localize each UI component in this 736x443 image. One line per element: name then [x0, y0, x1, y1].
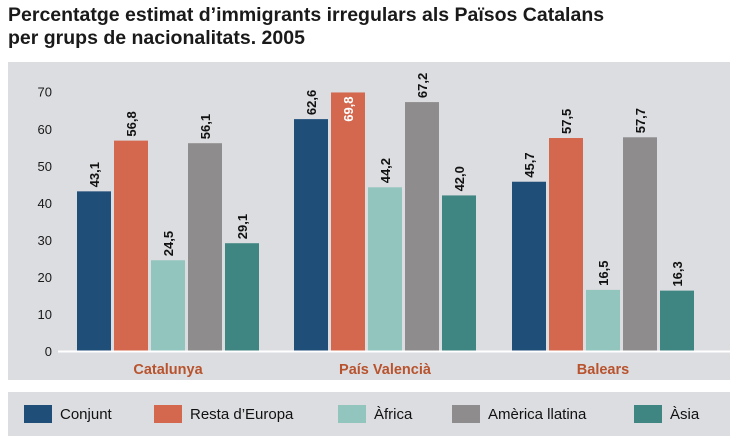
bar-value-label: 42,0: [452, 166, 467, 191]
bar-3-1: [405, 102, 439, 351]
legend-swatch: [154, 405, 182, 423]
chart-title-line-2: per grups de nacionalitats. 2005: [8, 27, 305, 49]
legend: Conjunt Resta d’Europa Àfrica Amèrica llati…: [8, 392, 730, 436]
bar-4-2: [660, 290, 694, 351]
legend-swatch: [452, 405, 480, 423]
chart-title: Percentatge estimat d’immigrants irregul…: [8, 4, 728, 50]
legend-item: Amèrica llatina: [452, 404, 586, 424]
bar-value-label: 44,2: [378, 158, 393, 183]
bar-value-label: 57,7: [633, 108, 648, 133]
legend-label: Resta d’Europa: [190, 405, 294, 423]
legend-item: Conjunt: [24, 404, 112, 424]
bar-value-label: 16,5: [596, 261, 611, 286]
legend-label: Àfrica: [374, 405, 413, 423]
legend-label: Conjunt: [60, 405, 112, 423]
bar-value-label: 24,5: [161, 231, 176, 256]
bar-4-0: [225, 243, 259, 351]
bar-1-0: [114, 140, 148, 351]
bar-0-0: [77, 191, 111, 351]
y-tick-label: 10: [38, 307, 52, 322]
plot-area: 0 10 20 30 40 50 60 70 43,1 62,6 45,7 56,8 69,8 57,5 2…: [8, 62, 730, 380]
y-tick-label: 30: [38, 233, 52, 248]
legend-swatch: [24, 405, 52, 423]
bar-3-2: [623, 137, 657, 351]
legend-item: Resta d’Europa: [154, 404, 293, 424]
bar-value-label: 16,3: [670, 261, 685, 286]
bar-3-0: [188, 143, 222, 351]
bar-1-1: [331, 92, 365, 351]
chart-title-line-1: Percentatge estimat d’immigrants irregul…: [8, 4, 605, 26]
category-label: Catalunya: [133, 362, 203, 378]
bar-1-2: [549, 138, 583, 351]
bar-chart: 0 10 20 30 40 50 60 70 43,1 62,6 45,7 56,8 69,8 57,5 2…: [38, 73, 730, 378]
bar-value-label: 29,1: [235, 214, 250, 239]
bar-0-2: [512, 181, 546, 351]
legend-swatch: [634, 405, 662, 423]
legend-label: Amèrica llatina: [488, 405, 587, 423]
y-tick-label: 20: [38, 270, 52, 285]
bar-2-2: [586, 289, 620, 351]
y-tick-label: 40: [38, 196, 52, 211]
legend-swatch: [338, 405, 366, 423]
bar-value-label: 56,1: [198, 114, 213, 139]
legend-item: Àsia: [634, 404, 699, 424]
bar-value-label: 57,5: [559, 109, 574, 134]
legend-label: Àsia: [670, 405, 700, 423]
legend-item: Àfrica: [338, 404, 412, 424]
bar-2-0: [151, 260, 185, 351]
category-label: Balears: [577, 362, 629, 378]
bar-value-label: 56,8: [124, 111, 139, 136]
bar-value-label: 45,7: [522, 152, 537, 177]
bar-4-1: [442, 195, 476, 351]
bar-0-1: [294, 119, 328, 351]
y-tick-label: 50: [38, 159, 52, 174]
bar-2-1: [368, 187, 402, 351]
bar-value-label: 62,6: [304, 90, 319, 115]
bar-value-label: 69,8: [341, 96, 356, 121]
bar-value-label: 67,2: [415, 73, 430, 98]
bar-value-label: 43,1: [87, 162, 102, 187]
y-tick-label: 60: [38, 122, 52, 137]
y-tick-label: 0: [45, 344, 52, 359]
category-label: País Valencià: [339, 362, 432, 378]
y-tick-label: 70: [38, 85, 52, 100]
